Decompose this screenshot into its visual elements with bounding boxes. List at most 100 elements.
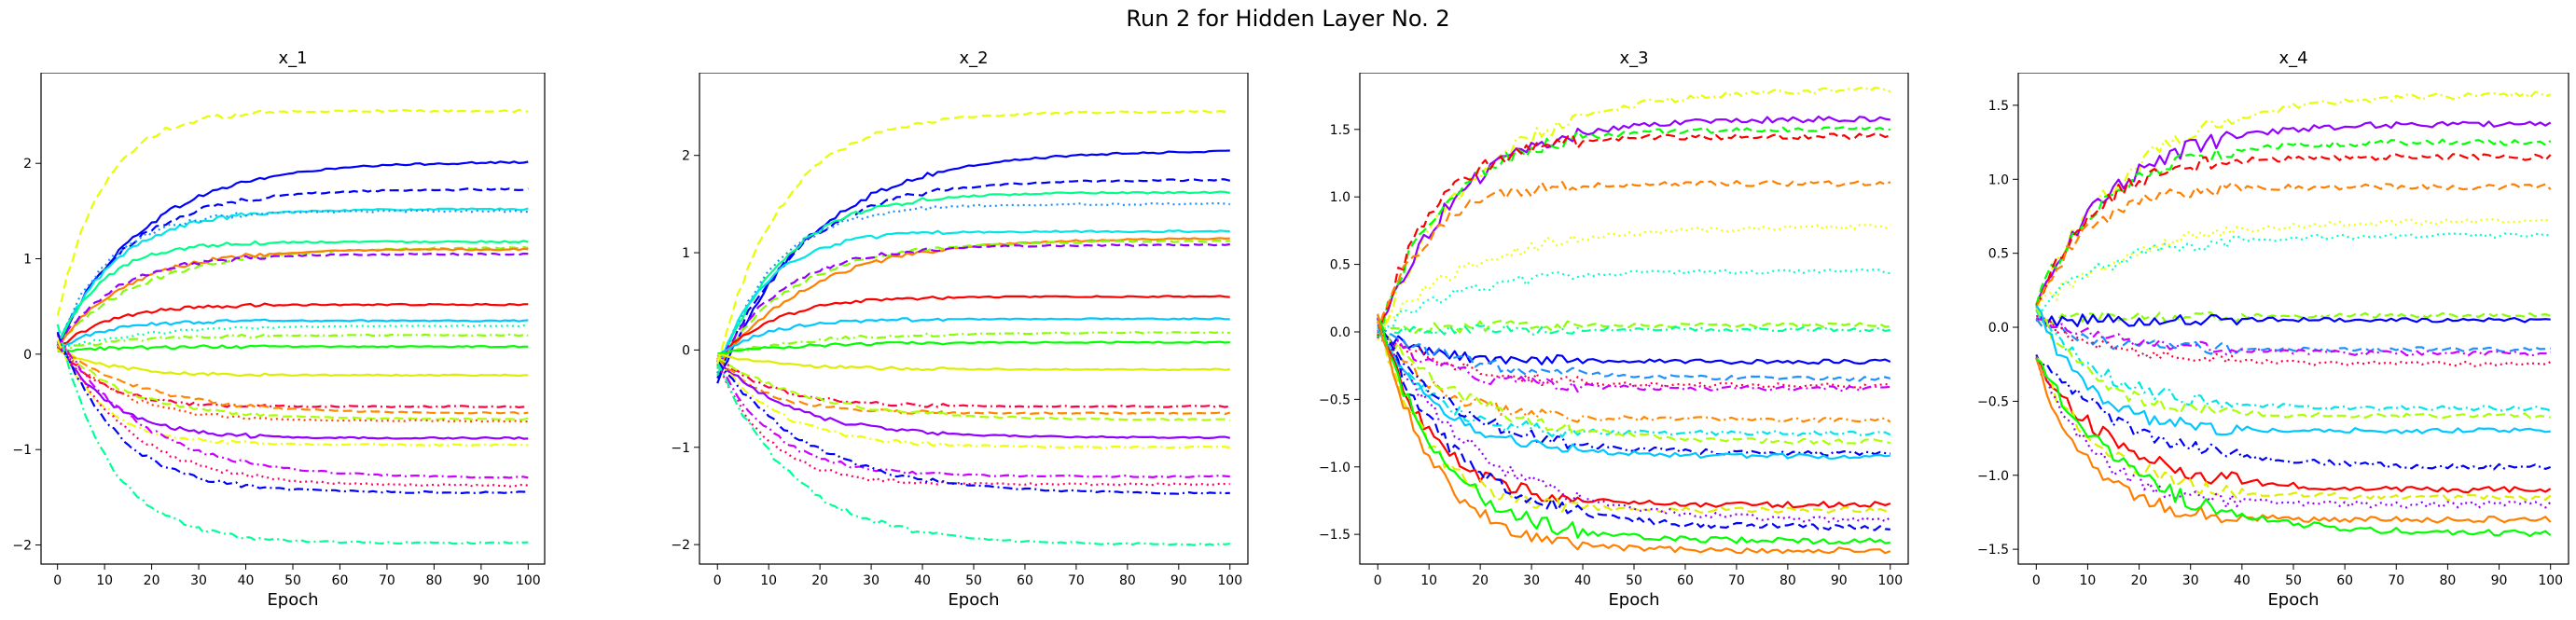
- y-tick-label: 1.5: [1988, 99, 2009, 114]
- x-tick-label: 30: [1523, 573, 1540, 588]
- series-line-4: [2035, 153, 2552, 307]
- x-tick-label: 10: [760, 573, 777, 588]
- y-tick-label: 1: [682, 246, 690, 261]
- x-tick-label: 20: [144, 573, 160, 588]
- series-line-10: [2035, 318, 2551, 356]
- series-line-23: [56, 331, 529, 494]
- series-line-4: [1377, 132, 1891, 337]
- series-line-3: [716, 190, 1230, 377]
- series-line-21: [1377, 318, 1891, 523]
- y-tick-label: 0: [23, 348, 32, 363]
- x-tick-label: 10: [96, 573, 113, 588]
- y-tick-label: −1.0: [1977, 469, 2009, 484]
- x-tick-label: 100: [516, 573, 541, 588]
- series-line-13: [57, 344, 529, 353]
- series-line-17: [716, 358, 1231, 439]
- series-line-22: [1377, 317, 1890, 531]
- subplot-title: x_4: [2278, 48, 2308, 68]
- series-line-7: [1377, 268, 1890, 334]
- series-group: [716, 109, 1231, 546]
- x-tick-label: 60: [2336, 573, 2353, 588]
- plot-area: 0 10 20 30 40 50 60 70 80 90 100 −1.5 −1.0 −0.5 0.0 0.5…: [1319, 73, 1909, 588]
- series-line-7: [56, 247, 529, 347]
- series-line-11: [717, 331, 1230, 356]
- series-line-20: [2035, 357, 2552, 524]
- series-line-24: [1377, 313, 1891, 555]
- figure-title: Run 2 for Hidden Layer No. 2: [1126, 6, 1450, 32]
- subplot-title: x_1: [278, 48, 308, 68]
- x-tick-label: 90: [473, 573, 490, 588]
- x-tick-label: 70: [1068, 573, 1085, 588]
- series-line-8: [56, 252, 529, 347]
- x-tick-label: 0: [53, 573, 62, 588]
- series-line-17: [56, 343, 529, 421]
- series-line-3: [56, 207, 529, 347]
- series-line-9: [1377, 324, 1891, 338]
- series-line-14: [57, 348, 529, 378]
- series-line-23: [716, 109, 1230, 365]
- series-line-23: [1377, 314, 1890, 545]
- series-line-10: [1377, 330, 1891, 365]
- series-line-9: [2035, 313, 2551, 328]
- y-tick-label: 1.0: [1330, 190, 1350, 205]
- series-line-1: [56, 160, 529, 347]
- series-line-16: [2035, 354, 2552, 471]
- x-tick-label: 40: [2234, 573, 2251, 588]
- x-tick-label: 70: [2388, 573, 2404, 588]
- x-tick-label: 40: [1574, 573, 1591, 588]
- series-line-15: [2035, 304, 2551, 436]
- x-tick-label: 70: [379, 573, 395, 588]
- series-group: [1377, 86, 1891, 555]
- y-tick-label: −1.5: [1977, 543, 2009, 558]
- x-tick-label: 30: [2182, 573, 2199, 588]
- series-group: [2035, 90, 2552, 537]
- y-tick-label: −0.5: [1319, 393, 1350, 407]
- series-line-5: [2035, 181, 2552, 309]
- x-tick-label: 50: [1626, 573, 1642, 588]
- series-line-6: [2035, 217, 2552, 311]
- x-axis-label: Epoch: [948, 590, 1000, 610]
- series-line-21: [2035, 358, 2552, 537]
- series-line-3: [1377, 126, 1890, 338]
- y-tick-label: 1: [23, 253, 32, 268]
- x-tick-label: 0: [1374, 573, 1382, 588]
- axes-frame: [1359, 73, 1909, 565]
- y-tick-label: 2: [682, 149, 690, 164]
- x-tick-label: 50: [2285, 573, 2302, 588]
- x-tick-label: 60: [1677, 573, 1694, 588]
- series-line-16: [716, 356, 1231, 422]
- y-tick-label: −0.5: [1977, 394, 2009, 409]
- series-line-21: [56, 334, 529, 479]
- y-tick-label: 0.0: [1988, 321, 2009, 336]
- series-line-7: [2036, 232, 2552, 313]
- y-tick-label: 0.0: [1330, 325, 1350, 340]
- x-tick-label: 20: [811, 573, 828, 588]
- series-line-22: [716, 362, 1230, 546]
- x-tick-label: 30: [190, 573, 207, 588]
- x-tick-label: 50: [965, 573, 982, 588]
- x-tick-label: 0: [713, 573, 722, 588]
- series-line-18: [56, 342, 529, 423]
- x-axis-label: Epoch: [267, 590, 319, 610]
- series-line-9: [716, 295, 1230, 361]
- series-line-10: [716, 317, 1230, 358]
- x-tick-label: 80: [425, 573, 442, 588]
- series-line-15: [716, 357, 1231, 416]
- series-line-16: [1377, 325, 1891, 446]
- series-line-11: [1377, 328, 1891, 382]
- series-line-6: [1377, 224, 1891, 335]
- series-line-13: [717, 353, 1230, 372]
- x-tick-label: 50: [284, 573, 301, 588]
- x-tick-label: 0: [2032, 573, 2041, 588]
- series-line-8: [1377, 320, 1890, 336]
- series-line-13: [2035, 309, 2552, 412]
- series-line-7: [716, 239, 1230, 367]
- series-line-8: [716, 242, 1230, 366]
- series-line-9: [56, 302, 529, 350]
- y-tick-label: −1: [671, 441, 690, 456]
- series-line-12: [57, 333, 529, 351]
- x-tick-label: 90: [2491, 573, 2508, 588]
- y-tick-label: 0: [682, 343, 690, 358]
- x-tick-label: 60: [332, 573, 349, 588]
- series-line-18: [1377, 324, 1890, 460]
